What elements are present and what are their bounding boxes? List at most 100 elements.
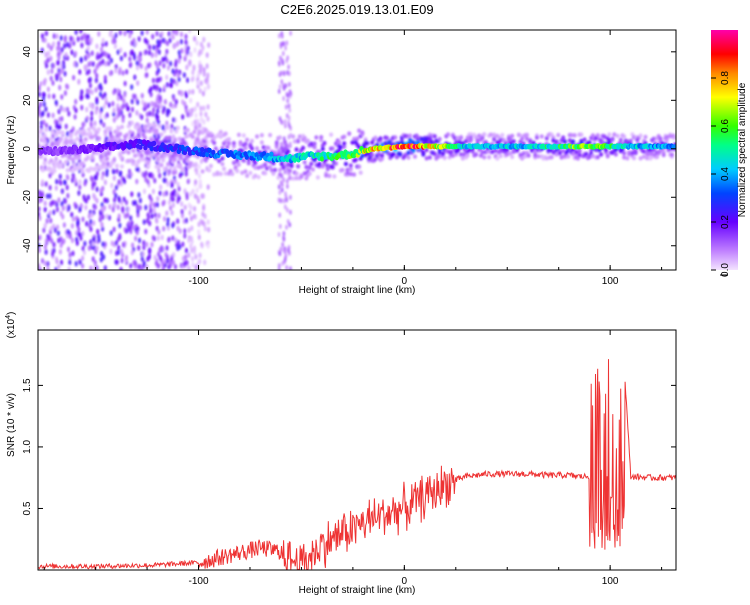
halo-blob (197, 130, 202, 135)
halo-blob (561, 135, 566, 140)
noise-blob (76, 220, 80, 226)
noise-blob (140, 256, 144, 262)
halo-blob (238, 140, 243, 145)
halo-blob (133, 153, 138, 158)
noise-blob (139, 266, 144, 270)
noise-blob (42, 227, 46, 234)
noise-blob (119, 55, 123, 62)
noise-blob (194, 179, 198, 185)
noise-blob (137, 36, 141, 42)
noise-blob (122, 176, 126, 183)
noise-blob (165, 245, 169, 251)
halo-blob (554, 139, 559, 144)
noise-blob (144, 228, 148, 235)
column-blob (285, 265, 289, 270)
column-blob (278, 223, 282, 229)
x-tick-label: -100 (189, 276, 209, 287)
halo-blob (179, 155, 184, 161)
halo-blob (525, 132, 529, 138)
noise-blob (71, 250, 75, 257)
halo-blob (253, 165, 258, 170)
noise-blob (192, 213, 196, 220)
noise-blob (166, 258, 170, 264)
noise-blob (131, 242, 135, 248)
noise-blob (199, 116, 204, 123)
noise-blob (191, 120, 195, 127)
halo-blob (52, 159, 57, 165)
noise-blob (60, 201, 64, 207)
noise-blob (161, 266, 165, 270)
halo-blob (544, 156, 549, 161)
halo-blob (554, 152, 559, 157)
snr-axes: -100 0 100 0.5 1.0 1.5 (22, 330, 676, 587)
halo-blob (450, 153, 455, 158)
noise-blob (129, 215, 133, 221)
noise-blob (184, 254, 188, 260)
noise-blob (155, 47, 159, 54)
noise-blob (66, 229, 70, 235)
noise-blob (94, 87, 98, 93)
halo-blob (273, 150, 278, 155)
halo-blob (352, 172, 357, 177)
noise-blob (85, 106, 89, 113)
noise-blob (140, 92, 144, 99)
halo-blob (225, 145, 230, 150)
y-tick-label: 1.5 (22, 378, 33, 392)
halo-blob (50, 130, 55, 135)
noise-blob (189, 97, 193, 104)
halo-blob (250, 138, 254, 144)
noise-blob (114, 192, 118, 199)
noise-blob (81, 245, 85, 252)
noise-blob (44, 30, 49, 37)
column-blob (289, 194, 292, 200)
halo-blob (231, 144, 236, 149)
noise-blob (120, 104, 124, 111)
noise-blob (151, 188, 155, 195)
noise-blob (104, 96, 108, 102)
halo-blob (641, 149, 646, 154)
noise-blob (185, 194, 189, 201)
halo-blob (632, 155, 636, 161)
noise-blob (46, 112, 51, 118)
noise-blob (169, 82, 173, 89)
noise-blob (103, 265, 107, 270)
noise-blob (151, 235, 155, 241)
noise-blob (100, 251, 104, 257)
halo-blob (322, 140, 327, 146)
noise-blob (166, 217, 170, 223)
noise-blob (82, 33, 86, 39)
noise-blob (55, 33, 59, 40)
noise-blob (43, 260, 47, 267)
noise-blob (48, 172, 52, 179)
noise-blob (145, 117, 149, 124)
ridge-point (207, 147, 212, 153)
y-tick-label: 0.5 (22, 501, 33, 515)
halo-blob (345, 167, 350, 172)
halo-blob (185, 127, 190, 133)
noise-blob (59, 236, 63, 242)
halo-blob (549, 155, 554, 160)
noise-blob (70, 49, 74, 56)
noise-blob (63, 179, 67, 186)
noise-blob (170, 123, 174, 130)
halo-blob (332, 174, 337, 179)
noise-blob (117, 179, 121, 185)
noise-blob (80, 42, 84, 49)
noise-blob (156, 108, 160, 114)
noise-blob (182, 261, 186, 267)
halo-blob (72, 139, 77, 144)
halo-blob (180, 167, 185, 172)
noise-blob (151, 173, 155, 180)
noise-blob (58, 124, 62, 130)
halo-blob (167, 135, 172, 140)
noise-blob (182, 72, 186, 78)
noise-blob (112, 169, 116, 175)
halo-blob (159, 162, 164, 168)
noise-blob (179, 31, 184, 38)
halo-blob (59, 163, 64, 168)
column-blob (288, 222, 292, 228)
noise-blob (180, 208, 184, 215)
halo-blob (139, 153, 144, 158)
halo-blob (655, 154, 660, 160)
